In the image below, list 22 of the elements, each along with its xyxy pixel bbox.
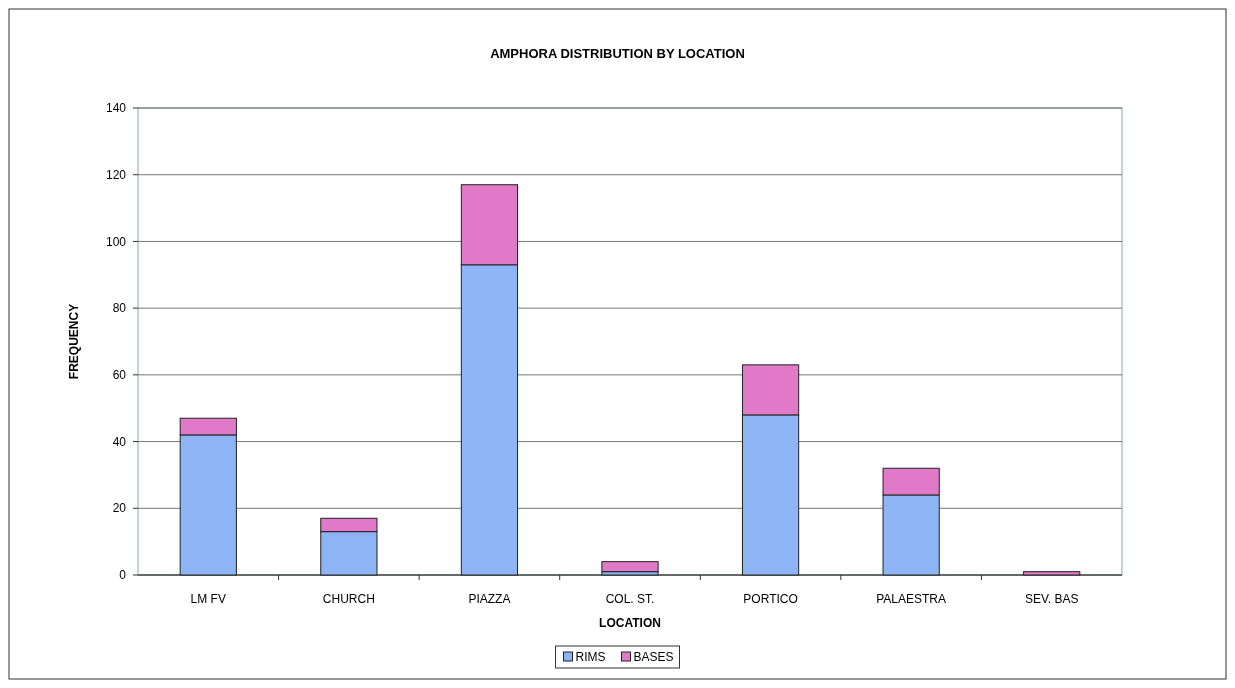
y-axis-title: FREQUENCY: [67, 303, 81, 380]
x-tick-label: LM FV: [190, 592, 226, 606]
y-tick-label: 60: [112, 368, 127, 383]
chart-title: AMPHORA DISTRIBUTION BY LOCATION: [490, 46, 745, 61]
x-tick-label: PALAESTRA: [876, 592, 947, 606]
y-tick-label: 80: [112, 301, 127, 316]
bar: [601, 561, 659, 573]
y-tick-label: 120: [105, 167, 127, 182]
y-tick-label: 20: [112, 501, 127, 516]
y-tick-label: 0: [119, 568, 127, 583]
x-tick-label: SEV. BAS: [1024, 592, 1079, 606]
x-tick-label: PIAZZA: [468, 592, 511, 606]
y-tick-label: 100: [105, 234, 127, 249]
x-tick-label: CHURCH: [322, 592, 375, 606]
x-tick-label: COL. ST.: [605, 592, 655, 606]
legend-label: BASES: [633, 650, 674, 664]
x-tick-label: PORTICO: [743, 592, 798, 606]
y-tick-label: 40: [112, 434, 127, 449]
x-axis-title: LOCATION: [599, 616, 661, 630]
legend-label: RIMS: [575, 650, 606, 664]
bar: [1023, 571, 1081, 576]
y-tick-label: 140: [105, 101, 127, 116]
